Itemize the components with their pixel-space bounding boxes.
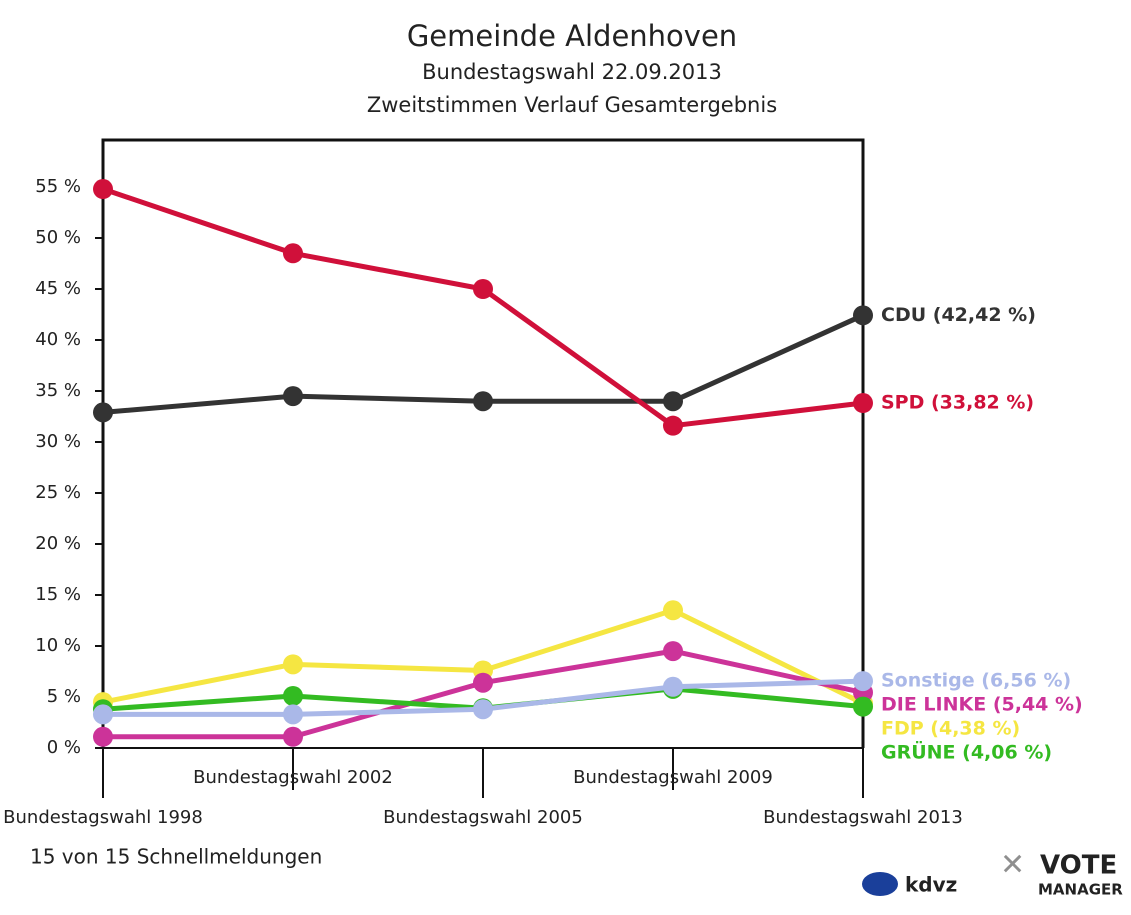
- y-tick-label: 40 %: [35, 329, 81, 350]
- series-label: DIE LINKE (5,44 %): [881, 694, 1083, 716]
- series-label: GRÜNE (4,06 %): [881, 740, 1052, 764]
- chart-title: Gemeinde Aldenhoven: [407, 19, 737, 53]
- chart-subtitle: Bundestagswahl 22.09.2013: [422, 60, 722, 84]
- data-point: [473, 279, 493, 299]
- x-tick-label: Bundestagswahl 2005: [383, 807, 583, 828]
- logo-text: kdvz: [905, 873, 957, 897]
- data-point: [853, 671, 873, 692]
- data-point: [93, 704, 113, 725]
- logo-icon: [862, 872, 898, 896]
- data-point: [473, 699, 493, 720]
- data-point: [283, 386, 303, 407]
- data-point: [853, 305, 873, 326]
- series-label: SPD (33,82 %): [881, 392, 1034, 414]
- data-point: [663, 391, 683, 412]
- series-label: CDU (42,42 %): [881, 304, 1036, 326]
- logo-text: VOTE: [1040, 851, 1117, 881]
- x-tick-label: Bundestagswahl 2002: [193, 767, 393, 788]
- data-point: [663, 415, 683, 436]
- data-point: [853, 696, 873, 717]
- plot-frame: [101, 138, 865, 748]
- x-tick-label: Bundestagswahl 2013: [763, 807, 963, 828]
- y-tick-label: 55 %: [35, 176, 81, 197]
- y-tick-label: 30 %: [35, 431, 81, 452]
- x-tick-label: Bundestagswahl 2009: [573, 767, 773, 788]
- data-point: [283, 685, 303, 706]
- data-point: [93, 402, 113, 423]
- y-tick-label: 10 %: [35, 635, 81, 656]
- y-tick-label: 25 %: [35, 482, 81, 503]
- data-point: [473, 391, 493, 412]
- y-tick-label: 0 %: [47, 737, 81, 758]
- series-label: FDP (4,38 %): [881, 718, 1020, 740]
- logo-text: MANAGER: [1038, 881, 1123, 899]
- data-point: [853, 393, 873, 414]
- series-label: Sonstige (6,56 %): [881, 670, 1071, 692]
- data-point: [283, 704, 303, 725]
- y-tick-label: 35 %: [35, 380, 81, 401]
- y-tick-label: 15 %: [35, 584, 81, 605]
- data-point: [93, 726, 113, 747]
- data-point: [93, 179, 113, 200]
- note: 15 von 15 Schnellmeldungen: [30, 845, 322, 869]
- x-tick-label: Bundestagswahl 1998: [3, 807, 203, 828]
- y-tick-label: 20 %: [35, 533, 81, 554]
- data-point: [283, 243, 303, 264]
- data-point: [283, 726, 303, 747]
- logo-mark: ✕: [1000, 848, 1025, 883]
- chart-subtitle: Zweitstimmen Verlauf Gesamtergebnis: [367, 93, 777, 117]
- y-tick-label: 5 %: [47, 686, 81, 707]
- data-point: [283, 654, 303, 675]
- y-tick-label: 45 %: [35, 278, 81, 299]
- data-point: [663, 600, 683, 621]
- y-tick-label: 50 %: [35, 227, 81, 248]
- data-point: [473, 672, 493, 693]
- series-line: [102, 186, 864, 429]
- data-point: [663, 641, 683, 662]
- data-point: [663, 676, 683, 697]
